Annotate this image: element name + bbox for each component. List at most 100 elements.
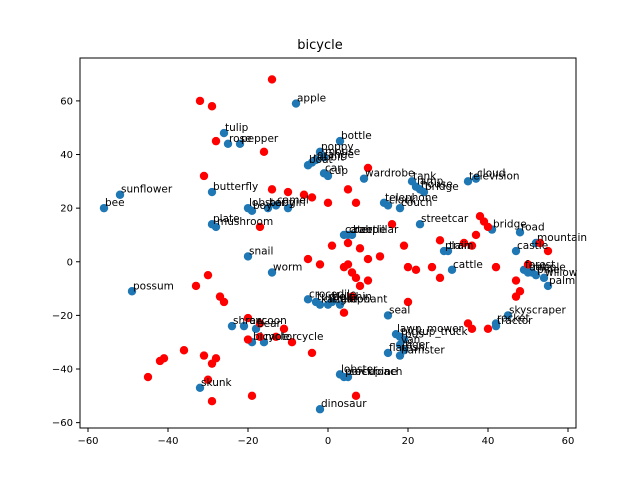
y-tick-label: −60: [52, 418, 73, 429]
data-point: [363, 163, 373, 173]
data-point: [343, 260, 353, 269]
point-label: snail: [249, 245, 273, 257]
point-label: bridge: [493, 219, 527, 231]
data-point: [343, 372, 353, 382]
point-label: bear: [257, 318, 282, 330]
data-point: [359, 174, 369, 183]
data-point: [483, 222, 493, 232]
point-label: raccoon: [245, 315, 287, 327]
data-point: [491, 321, 501, 331]
point-label: plate: [213, 213, 240, 225]
point-label: cup: [329, 165, 348, 177]
point-label: streetcar: [421, 213, 469, 225]
data-point: [543, 281, 553, 291]
data-point: [351, 391, 361, 401]
data-point: [343, 238, 353, 248]
data-point: [207, 102, 217, 111]
data-point: [395, 203, 405, 213]
data-point: [195, 383, 205, 392]
point-label: shrew: [233, 315, 265, 327]
point-label: dinosaur: [321, 398, 367, 410]
point-label: rose: [229, 133, 251, 145]
data-point: [467, 241, 477, 250]
data-point: [511, 276, 521, 285]
data-point: [471, 230, 481, 240]
point-label: orange: [317, 149, 354, 161]
point-label: lobster: [249, 197, 286, 209]
point-label: skyscraper: [509, 304, 567, 316]
point-label: willow: [545, 267, 578, 279]
point-label: bridge: [425, 181, 459, 193]
data-point: [419, 187, 429, 197]
data-point: [299, 190, 309, 199]
data-point: [327, 297, 337, 307]
point-label: can: [325, 162, 344, 174]
data-point: [267, 75, 277, 84]
data-point: [179, 346, 189, 355]
data-point: [255, 319, 265, 328]
data-point: [199, 171, 209, 181]
data-point: [263, 203, 273, 213]
point-label: mushroom: [217, 216, 273, 228]
point-label: lizard: [329, 294, 358, 306]
point-label: apple: [297, 93, 326, 105]
data-point: [267, 185, 277, 194]
data-point: [319, 153, 329, 162]
point-label: mountain: [537, 232, 587, 244]
point-label: oak: [529, 261, 549, 273]
data-point: [543, 246, 553, 256]
point-label: tiger: [405, 339, 430, 351]
point-label: girl: [289, 197, 306, 209]
data-point: [255, 222, 265, 232]
data-point: [387, 220, 397, 229]
data-point: [503, 311, 513, 320]
point-label: pepper: [241, 133, 279, 145]
data-point: [355, 281, 365, 291]
data-point: [211, 222, 221, 232]
point-label: porcupine: [345, 366, 397, 378]
point-label: telephone: [385, 192, 438, 204]
x-tick-label: 0: [325, 436, 331, 447]
data-point: [327, 241, 337, 250]
data-point: [203, 270, 213, 280]
data-point: [287, 338, 297, 347]
data-point: [491, 262, 501, 272]
y-tick-label: −20: [52, 311, 73, 322]
point-label: clock: [389, 194, 417, 206]
data-point: [227, 321, 237, 331]
x-tick-label: 60: [562, 436, 575, 447]
data-point: [335, 136, 345, 146]
point-label: dolphin: [333, 291, 372, 303]
data-point: [271, 201, 281, 210]
data-point: [191, 281, 201, 291]
data-point: [355, 244, 365, 253]
point-label: worm: [273, 261, 302, 273]
data-point: [399, 241, 409, 250]
point-label: bottle: [341, 130, 372, 142]
point-label: van: [401, 334, 420, 346]
point-label: mouse: [325, 146, 360, 158]
data-point: [531, 270, 541, 280]
y-tick-label: 40: [60, 150, 73, 161]
data-point: [539, 273, 549, 283]
point-label: poppy: [321, 141, 354, 153]
data-point: [283, 187, 293, 197]
point-label: castle: [517, 240, 548, 252]
point-label: sunflower: [121, 184, 173, 196]
point-label: tractor: [497, 315, 533, 327]
y-tick-label: 60: [60, 96, 73, 107]
data-point: [415, 220, 425, 229]
point-label: forest: [525, 259, 555, 271]
data-point: [403, 297, 413, 307]
point-label: baby: [269, 197, 295, 209]
point-label: bus: [405, 329, 424, 341]
data-point: [243, 252, 253, 261]
data-point: [395, 351, 405, 360]
data-point: [291, 99, 301, 108]
point-label: lamp: [417, 176, 444, 188]
point-label: wardrobe: [365, 168, 414, 180]
data-point: [207, 187, 217, 197]
data-point: [335, 300, 345, 309]
data-point: [535, 238, 545, 248]
data-point: [427, 262, 437, 272]
